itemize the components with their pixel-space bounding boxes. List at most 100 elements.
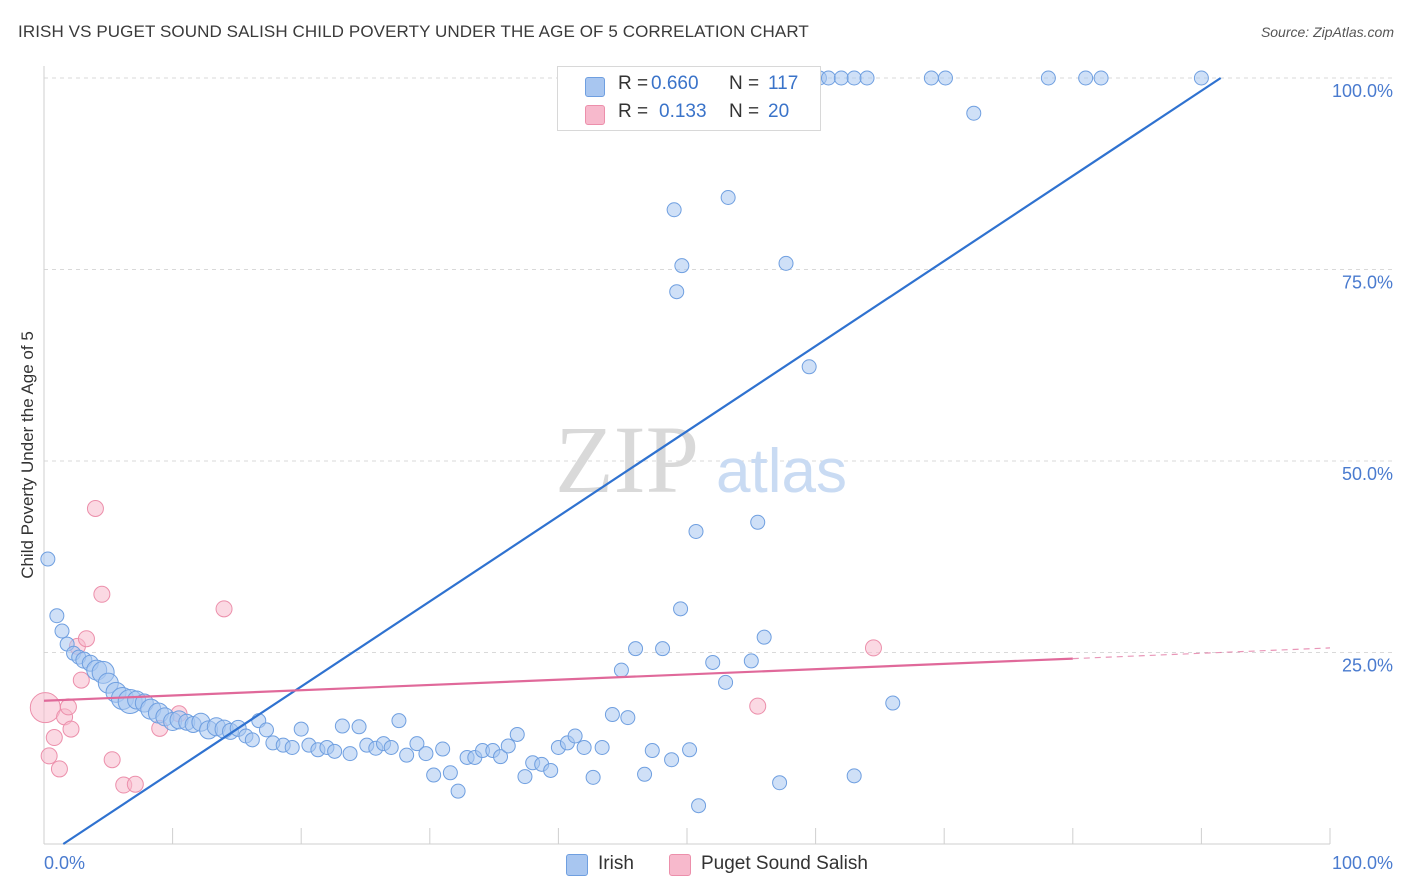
irish-point [923, 70, 939, 86]
irish-point [594, 739, 610, 755]
n-label: N = [729, 101, 760, 122]
irish-point [517, 769, 533, 785]
irish-legend-label: Irish [598, 853, 634, 874]
r-label: R = [618, 101, 649, 122]
irish-point [859, 70, 875, 86]
salish-point [59, 698, 77, 716]
irish-point [637, 766, 653, 782]
watermark-atlas: atlas [716, 437, 847, 506]
irish-point [705, 654, 721, 670]
salish-point [215, 600, 233, 618]
irish-point [391, 713, 407, 729]
irish-point [743, 653, 759, 669]
irish-point [673, 601, 689, 617]
irish-point [750, 514, 766, 530]
irish-point [1093, 70, 1109, 86]
irish-point [674, 258, 690, 274]
irish-point [772, 775, 788, 791]
irish-point [691, 798, 707, 814]
gridlines [44, 77, 1393, 653]
salish-point [126, 775, 144, 793]
irish-point [409, 736, 425, 752]
salish-points [29, 499, 882, 794]
salish-point [93, 585, 111, 603]
salish-r-value: 0.133 [659, 101, 707, 122]
irish-point [493, 749, 509, 765]
irish-r-value: 0.660 [651, 73, 699, 94]
chart-title: IRISH VS PUGET SOUND SALISH CHILD POVERT… [18, 22, 809, 41]
salish-point [62, 720, 80, 738]
irish-point [327, 743, 343, 759]
irish-point [543, 762, 559, 778]
salish-point [749, 697, 767, 715]
salish-n-value: 20 [768, 101, 790, 122]
irish-point [435, 741, 451, 757]
r-label: R = [618, 73, 649, 94]
irish-point [284, 739, 300, 755]
stats-row-irish: R = 0.660 N = 117 [558, 73, 820, 101]
irish-point [666, 202, 682, 218]
irish-point [244, 732, 260, 748]
salish-point [77, 630, 95, 648]
salish-swatch [585, 105, 605, 125]
irish-point [833, 70, 849, 86]
irish-point [399, 747, 415, 763]
irish-point [682, 742, 698, 758]
x-tick-label: 0.0% [44, 853, 85, 873]
irish-n-value: 117 [768, 73, 799, 94]
watermark: ZIP atlas [555, 406, 847, 513]
irish-point [54, 623, 70, 639]
salish-point [29, 692, 61, 724]
irish-point [585, 769, 601, 785]
irish-point [628, 641, 644, 657]
irish-trendline [62, 77, 1222, 845]
salish-point [864, 639, 882, 657]
irish-point [293, 721, 309, 737]
n-label: N = [729, 73, 760, 94]
x-tick-label: 100.0% [1332, 853, 1393, 873]
salish-point [86, 499, 104, 517]
salish-point [103, 751, 121, 769]
irish-point [604, 707, 620, 723]
irish-point [258, 722, 274, 738]
salish-legend-label: Puget Sound Salish [701, 853, 868, 874]
irish-point [820, 70, 836, 86]
irish-legend-swatch [566, 854, 588, 876]
irish-point [885, 695, 901, 711]
irish-point [655, 641, 671, 657]
salish-point [50, 760, 68, 778]
salish-legend-swatch [669, 854, 691, 876]
salish-trendline [43, 657, 1073, 702]
irish-point [664, 752, 680, 768]
irish-point [567, 728, 583, 744]
irish-point [846, 768, 862, 784]
irish-swatch [585, 77, 605, 97]
salish-point [72, 671, 90, 689]
irish-point [688, 523, 704, 539]
irish-point [966, 105, 982, 121]
source-label: Source: ZipAtlas.com [1260, 24, 1394, 40]
irish-point [383, 739, 399, 755]
irish-point [500, 738, 516, 754]
irish-point [40, 551, 56, 567]
irish-point [1193, 70, 1209, 86]
y-tick-label: 75.0% [1342, 273, 1393, 293]
y-tick-label: 100.0% [1332, 81, 1393, 101]
irish-point [613, 662, 629, 678]
salish-point [45, 729, 63, 747]
irish-point [846, 70, 862, 86]
tick-labels: 25.0% 50.0% 75.0% 100.0% 0.0% 100.0% [44, 81, 1393, 873]
irish-point [644, 743, 660, 759]
irish-point [937, 70, 953, 86]
salish-trendline-extension [1072, 647, 1331, 660]
y-tick-label: 25.0% [1342, 656, 1393, 676]
irish-point [669, 284, 685, 300]
y-tick-label: 50.0% [1342, 464, 1393, 484]
watermark-zip: ZIP [555, 406, 699, 513]
irish-point [620, 710, 636, 726]
irish-point [1078, 70, 1094, 86]
irish-point [1040, 70, 1056, 86]
irish-point [718, 674, 734, 690]
salish-point [40, 747, 58, 765]
